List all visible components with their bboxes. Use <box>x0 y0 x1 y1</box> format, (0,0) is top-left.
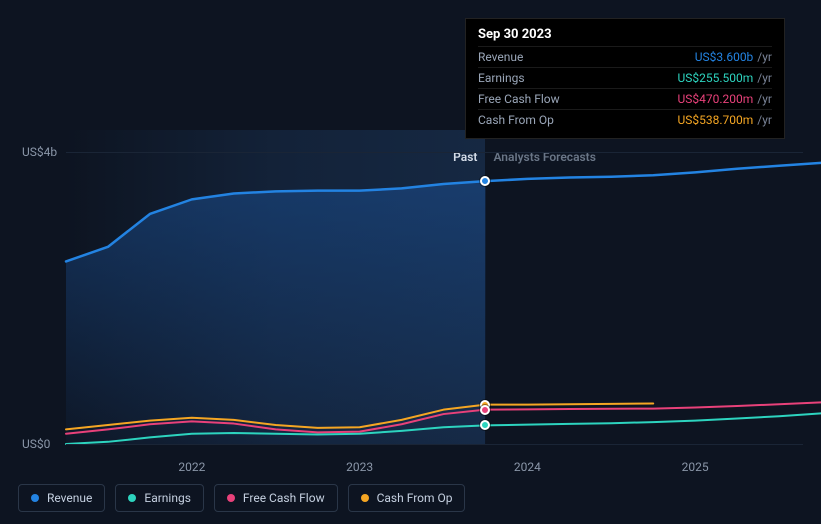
gridline <box>66 152 803 153</box>
tooltip-row-value: US$3.600b <box>695 50 754 64</box>
tooltip-row-unit: /yr <box>757 113 772 127</box>
tooltip-row-unit: /yr <box>757 50 772 64</box>
legend-label: Free Cash Flow <box>243 491 325 505</box>
revenue-area-fill <box>66 181 485 444</box>
y-axis-label: US$0 <box>22 437 50 451</box>
tooltip-row-value-wrap: US$538.700m/yr <box>677 113 772 127</box>
tooltip-row-label: Earnings <box>478 71 525 85</box>
legend-item-revenue[interactable]: Revenue <box>18 484 105 512</box>
x-axis-label: 2022 <box>178 460 205 474</box>
legend-dot-icon <box>361 494 369 502</box>
legend-dot-icon <box>128 494 136 502</box>
tooltip-row: Cash From Op US$538.700m/yr <box>478 109 772 130</box>
legend-dot-icon <box>31 494 39 502</box>
x-axis-label: 2023 <box>346 460 373 474</box>
legend-item-free_cash_flow[interactable]: Free Cash Flow <box>214 484 338 512</box>
tooltip-row-value: US$538.700m <box>677 113 753 127</box>
tooltip-row-label: Revenue <box>478 50 523 64</box>
tooltip-row-value-wrap: US$255.500m/yr <box>677 71 772 85</box>
tooltip-row-unit: /yr <box>757 92 772 106</box>
chart-svg <box>66 130 821 444</box>
legend-label: Revenue <box>47 491 92 505</box>
tooltip-row-value: US$255.500m <box>677 71 753 85</box>
legend-item-earnings[interactable]: Earnings <box>115 484 204 512</box>
y-axis-label: US$4b <box>22 145 57 159</box>
tooltip-row-label: Free Cash Flow <box>478 92 560 106</box>
legend: Revenue Earnings Free Cash Flow Cash From O… <box>18 484 465 512</box>
tooltip-row-label: Cash From Op <box>478 113 554 127</box>
tooltip-row-unit: /yr <box>757 71 772 85</box>
marker-earnings <box>480 420 490 430</box>
tooltip-title: Sep 30 2023 <box>478 27 772 42</box>
tooltip-row-value: US$470.200m <box>677 92 753 106</box>
plot-area[interactable]: PastAnalysts Forecasts <box>66 130 821 444</box>
tooltip: Sep 30 2023 Revenue US$3.600b/yr Earnings U… <box>465 18 785 139</box>
x-axis-label: 2025 <box>682 460 709 474</box>
marker-free_cash_flow <box>480 405 490 415</box>
legend-label: Earnings <box>144 491 191 505</box>
legend-item-cash_from_op[interactable]: Cash From Op <box>348 484 466 512</box>
tooltip-row-value-wrap: US$470.200m/yr <box>677 92 772 106</box>
legend-dot-icon <box>227 494 235 502</box>
tooltip-row: Free Cash Flow US$470.200m/yr <box>478 88 772 109</box>
gridline <box>66 444 803 445</box>
tooltip-row-value-wrap: US$3.600b/yr <box>695 50 772 64</box>
marker-revenue <box>480 176 490 186</box>
legend-label: Cash From Op <box>377 491 453 505</box>
tooltip-row: Earnings US$255.500m/yr <box>478 67 772 88</box>
tooltip-rows: Revenue US$3.600b/yr Earnings US$255.500m/y… <box>478 46 772 130</box>
tooltip-row: Revenue US$3.600b/yr <box>478 46 772 67</box>
x-axis-label: 2024 <box>514 460 541 474</box>
